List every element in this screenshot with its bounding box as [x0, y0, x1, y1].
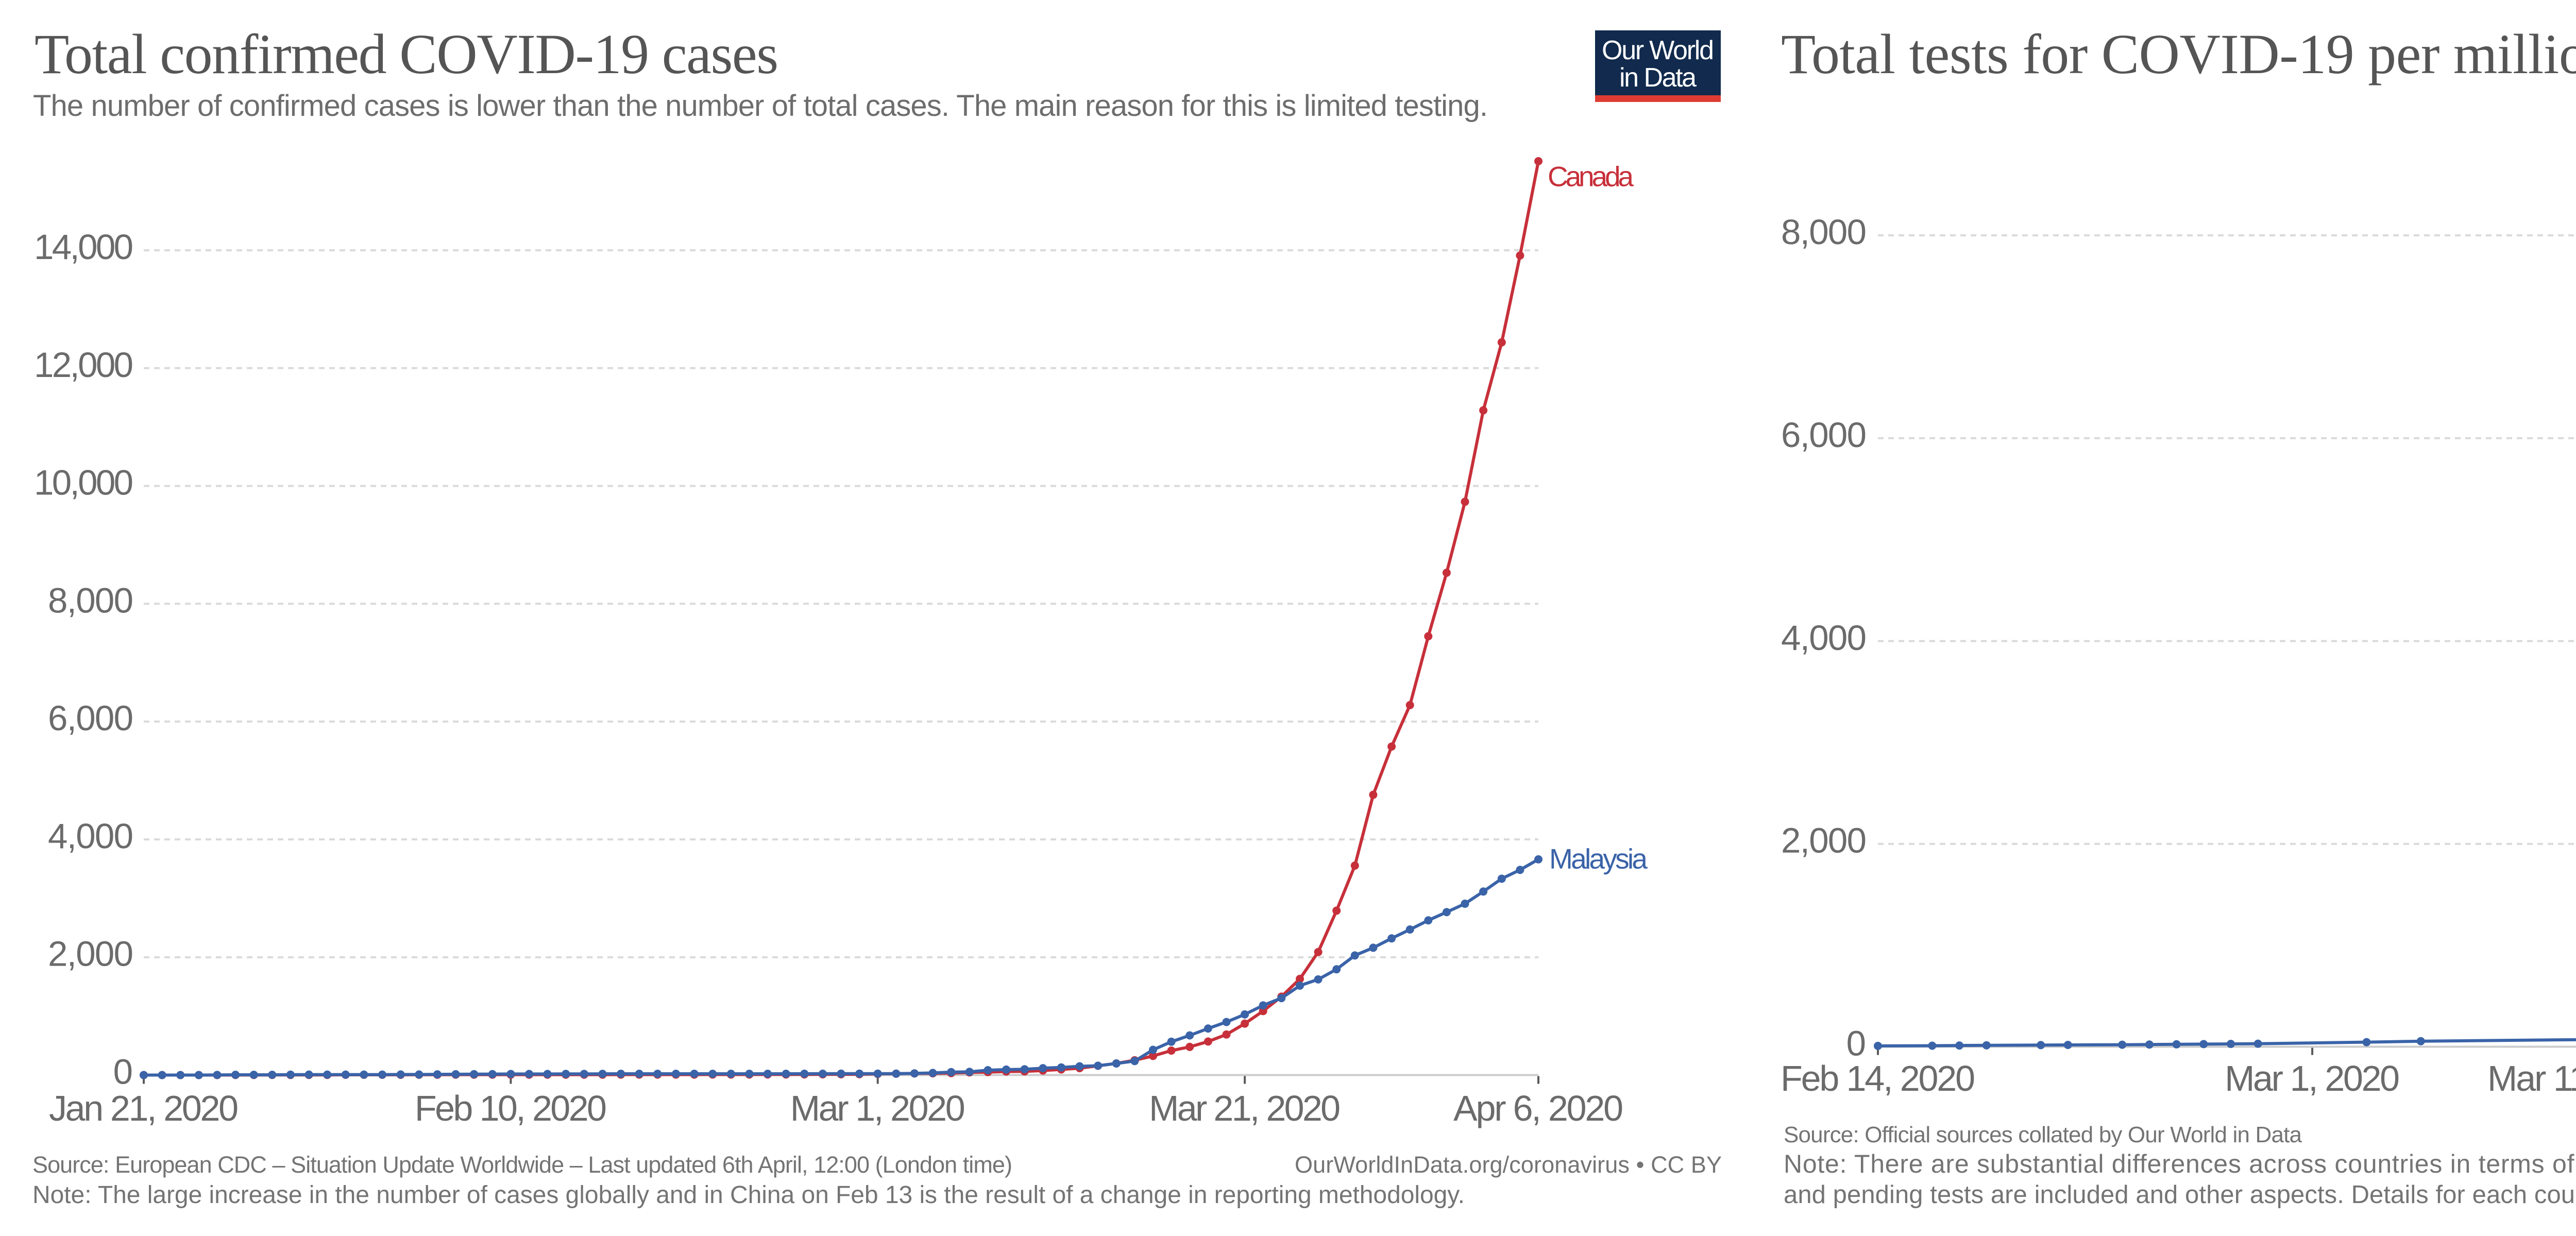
svg-text:0: 0: [1846, 1024, 1866, 1063]
svg-text:Total tests for COVID-19 per m: Total tests for COVID-19 per million peo…: [1781, 23, 2576, 85]
svg-text:Note: The large increase in th: Note: The large increase in the number o…: [32, 1181, 1465, 1209]
svg-text:OurWorldInData.org/coronavirus: OurWorldInData.org/coronavirus • CC BY: [1295, 1152, 1722, 1178]
svg-text:Apr 6, 2020: Apr 6, 2020: [1453, 1088, 1623, 1128]
svg-text:Malaysia: Malaysia: [1549, 843, 1648, 875]
svg-text:4,000: 4,000: [1781, 618, 1867, 658]
svg-text:Feb 14, 2020: Feb 14, 2020: [1781, 1058, 1975, 1098]
svg-text:Source: European CDC – Situati: Source: European CDC – Situation Update …: [32, 1152, 1012, 1178]
svg-text:Note: There are substantial di: Note: There are substantial differences …: [1784, 1149, 2576, 1178]
svg-text:10,000: 10,000: [34, 463, 133, 503]
svg-text:Mar 1, 2020: Mar 1, 2020: [2225, 1058, 2400, 1098]
svg-text:4,000: 4,000: [48, 816, 133, 856]
svg-text:8,000: 8,000: [48, 580, 133, 620]
svg-text:14,000: 14,000: [34, 227, 133, 267]
svg-text:Feb 10, 2020: Feb 10, 2020: [415, 1088, 607, 1128]
svg-text:6,000: 6,000: [48, 698, 133, 738]
svg-text:8,000: 8,000: [1781, 212, 1867, 252]
svg-text:Mar 21, 2020: Mar 21, 2020: [1149, 1088, 1341, 1128]
svg-text:6,000: 6,000: [1781, 415, 1867, 455]
svg-text:The number of confirmed cases: The number of confirmed cases is lower t…: [33, 89, 1488, 123]
svg-text:0: 0: [113, 1052, 133, 1092]
svg-text:in Data: in Data: [1619, 63, 1697, 93]
svg-text:Mar 1, 2020: Mar 1, 2020: [790, 1088, 965, 1128]
svg-text:Total confirmed COVID-19 cases: Total confirmed COVID-19 cases: [35, 23, 778, 85]
svg-text:and pending tests are included: and pending tests are included and other…: [1784, 1181, 2576, 1209]
svg-text:2,000: 2,000: [48, 934, 133, 974]
svg-text:Our World: Our World: [1602, 36, 1714, 65]
svg-text:2,000: 2,000: [1781, 821, 1867, 861]
svg-text:12,000: 12,000: [34, 345, 133, 385]
svg-text:Mar 11, 2020: Mar 11, 2020: [2487, 1058, 2576, 1098]
svg-text:Canada: Canada: [1548, 161, 1634, 193]
svg-text:Source: Official sources colla: Source: Official sources collated by Our…: [1784, 1122, 2302, 1147]
svg-text:Jan 21, 2020: Jan 21, 2020: [49, 1088, 239, 1128]
